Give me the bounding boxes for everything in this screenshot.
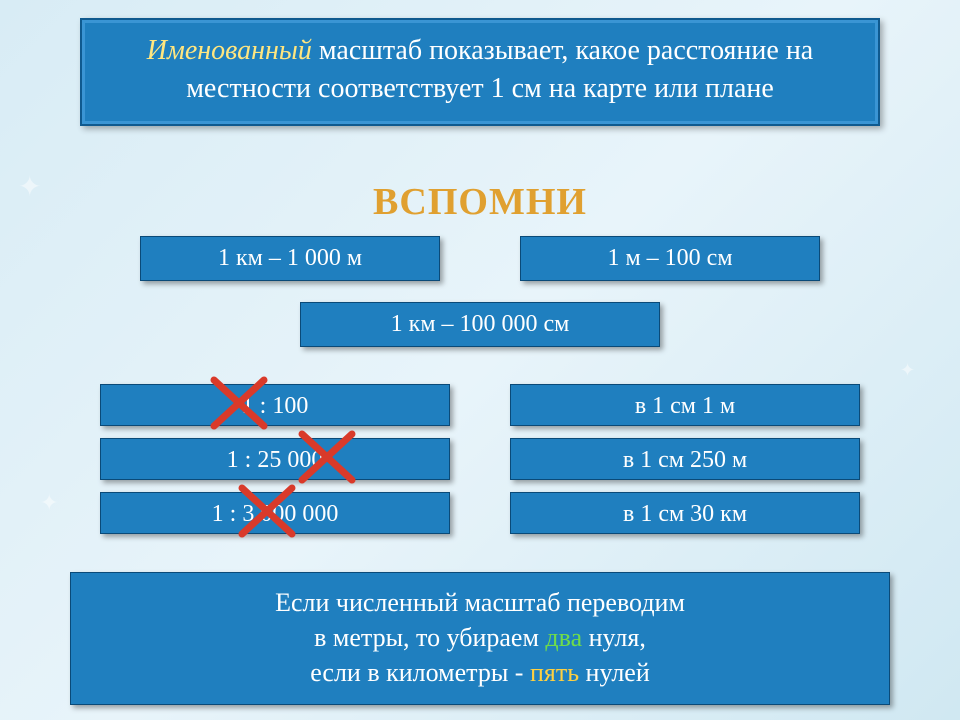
scale-named-3: в 1 см 30 км <box>510 492 860 534</box>
scale-named-1: в 1 см 1 м <box>510 384 860 426</box>
rule-line-2: в метры, то убираем два нуля, <box>91 620 869 655</box>
scale-numeric-2: 1 : 25 000 <box>100 438 450 480</box>
recall-title: ВСПОМНИ <box>0 180 960 224</box>
rule-line-3: если в километры - пять нулей <box>91 655 869 690</box>
conversion-m-cm: 1 м – 100 см <box>520 236 820 281</box>
conversion-km-cm: 1 км – 100 000 см <box>300 302 660 347</box>
scale-numeric-1: 1 : 100 <box>100 384 450 426</box>
rule-box: Если численный масштаб переводим в метры… <box>70 572 890 705</box>
definition-box: Именованный масштаб показывает, какое ра… <box>80 18 880 126</box>
conversion-km-m: 1 км – 1 000 м <box>140 236 440 281</box>
definition-highlight: Именованный <box>147 35 312 66</box>
scale-numeric-3: 1 : 3 000 000 <box>100 492 450 534</box>
scale-named-2: в 1 см 250 м <box>510 438 860 480</box>
rule-line-1: Если численный масштаб переводим <box>91 585 869 620</box>
